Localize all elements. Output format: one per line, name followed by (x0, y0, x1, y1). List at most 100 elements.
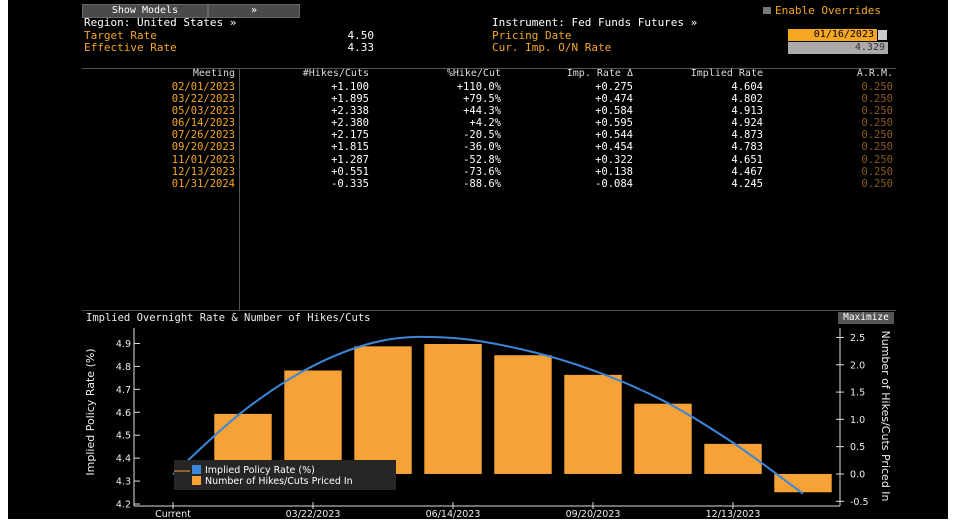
header-pct-hike-cut[interactable]: %Hike/Cut (446, 68, 501, 79)
table-cell-implied-rate: 4.604 (731, 81, 763, 93)
table-cell-imp-rate-delta: +0.275 (595, 81, 633, 93)
legend-label-rate: Implied Policy Rate (%) (205, 465, 315, 476)
column-imp-rate-delta: Imp. Rate Δ +0.275 +0.474 +0.584 +0.595 +0.5… (504, 68, 636, 310)
table-cell-imp-rate-delta: +0.474 (595, 93, 633, 106)
y-tick-label-right: 1.5 (850, 388, 865, 399)
header-arm[interactable]: A.R.M. (856, 68, 893, 79)
pricing-date-input[interactable]: 01/16/2023 (788, 29, 877, 41)
show-models-button[interactable]: Show Models (82, 4, 208, 18)
table-cell-hikes-cuts: +1.287 (331, 153, 369, 166)
app-window: Show Models » Region: United States » In… (8, 0, 948, 520)
table-cell-hikes-cuts: +2.380 (331, 117, 369, 130)
y-tick-label-left: 4.8 (116, 362, 131, 373)
table-cell-imp-rate-delta: +0.584 (595, 105, 633, 118)
implied-policy-rate-line (172, 335, 804, 495)
chart-divider (82, 310, 896, 311)
instrument-selector[interactable]: Instrument: Fed Funds Futures » (492, 16, 698, 29)
table-cell-imp-rate-delta: +0.454 (595, 141, 633, 154)
meeting-cells: 02/01/2023 03/22/2023 05/03/2023 06/14/2023… (172, 81, 235, 190)
effective-rate-value: 4.33 (347, 41, 375, 54)
table-cell-arm: 0.250 (861, 165, 893, 178)
y-tick-label-left: 4.4 (116, 454, 131, 465)
legend-swatch-line (192, 465, 201, 474)
chevron-button[interactable]: » (208, 4, 300, 18)
table-cell-implied-rate: 4.924 (731, 117, 763, 130)
table-cell-implied-rate: 4.802 (731, 93, 763, 106)
table-cell-implied-rate: 4.783 (731, 141, 763, 154)
enable-overrides-label[interactable]: Enable Overrides (775, 4, 881, 17)
pricing-date-label: Pricing Date (492, 29, 572, 42)
table-cell-implied-rate: 4.467 (731, 165, 763, 178)
y-tick-label-right: -0.5 (850, 497, 869, 508)
bar-hikes-cuts (494, 355, 552, 474)
table-cell-pct-hike-cut: +79.5% (463, 93, 501, 106)
table-cell-meeting[interactable]: 07/26/2023 (171, 129, 235, 142)
table-cell-arm: 0.250 (861, 93, 893, 106)
table-header-row (82, 68, 896, 81)
column-hikes-cuts: #Hikes/Cuts +1.100 +1.895 +2.338 +2.380 +2.1… (240, 68, 372, 310)
y-tick-label-left: 4.6 (116, 408, 131, 419)
table-cell-pct-hike-cut: +4.2% (469, 117, 501, 130)
table-cell-pct-hike-cut: -36.0% (463, 141, 501, 154)
table-cell-imp-rate-delta: +0.544 (595, 129, 633, 142)
y-tick-label-right: 2.0 (850, 360, 865, 371)
table-cell-hikes-cuts: +2.338 (331, 105, 369, 118)
bar-hikes-cuts (634, 403, 692, 474)
column-implied-rate: Implied Rate 4.604 4.802 4.913 4.924 4.873 4.… (636, 68, 766, 310)
bar-hikes-cuts (704, 443, 762, 474)
bar-hikes-cuts (354, 346, 412, 474)
table-cell-meeting[interactable]: 06/14/2023 (171, 117, 235, 130)
header-meeting[interactable]: Meeting (192, 68, 235, 79)
table-cell-meeting[interactable]: 03/22/2023 (171, 93, 235, 106)
bar-hikes-cuts (774, 473, 832, 493)
column-divider (239, 68, 240, 310)
table-cell-hikes-cuts: +0.551 (331, 165, 369, 178)
implied-rate-cells: 4.604 4.802 4.913 4.924 4.873 4.783 4.651 4.467… (731, 81, 763, 190)
table-cell-arm: 0.250 (861, 141, 893, 154)
cur-imp-rate-input[interactable]: 4.329 (788, 42, 888, 54)
table-cell-meeting[interactable]: 09/20/2023 (171, 141, 235, 154)
table-cell-arm: 0.250 (861, 129, 893, 142)
table-cell-meeting[interactable]: 12/13/2023 (171, 165, 235, 178)
imp-rate-delta-cells: +0.275 +0.474 +0.584 +0.595 +0.544 +0.454 +0.3… (595, 81, 633, 190)
column-meeting: Meeting 02/01/2023 03/22/2023 05/03/2023 06… (82, 68, 238, 310)
enable-overrides-checkbox[interactable] (763, 7, 771, 14)
table-cell-hikes-cuts: -0.335 (331, 177, 369, 190)
table-cell-meeting[interactable]: 02/01/2023 (171, 81, 235, 93)
table-cell-meeting[interactable]: 01/31/2024 (171, 177, 235, 190)
column-arm: A.R.M. 0.250 0.250 0.250 0.250 0.250 0.250 0.2… (766, 68, 896, 310)
table-cell-hikes-cuts: +1.815 (331, 141, 369, 154)
arm-cells: 0.250 0.250 0.250 0.250 0.250 0.250 0.250 0.250… (861, 81, 893, 190)
pct-hike-cut-cells: +110.0% +79.5% +44.3% +4.2% -20.5% -36.0% -52.… (457, 81, 501, 190)
chart-legend: Implied Policy Rate (%) Number of Hikes/… (174, 460, 396, 490)
y-axis-label-left: Implied Policy Rate (%) (84, 348, 97, 475)
table-cell-imp-rate-delta: +0.138 (595, 165, 633, 178)
bar-hikes-cuts (564, 374, 622, 474)
table-cell-implied-rate: 4.913 (731, 105, 763, 118)
table-cell-meeting[interactable]: 05/03/2023 (171, 105, 235, 118)
table-cell-implied-rate: 4.873 (731, 129, 763, 142)
table-cell-pct-hike-cut: -20.5% (463, 129, 501, 142)
table-cell-pct-hike-cut: -88.6% (463, 177, 501, 190)
table-cell-imp-rate-delta: -0.084 (595, 177, 633, 190)
y-tick-label-right: 0.5 (850, 442, 865, 453)
y-tick-label-right: 0.0 (850, 469, 865, 480)
x-tick-label: 06/14/2023 (426, 509, 481, 519)
chart-title: Implied Overnight Rate & Number of Hikes… (86, 312, 371, 324)
region-selector[interactable]: Region: United States » (84, 16, 237, 29)
y-tick-label-right: 1.0 (850, 415, 865, 426)
hikes-cuts-cells: +1.100 +1.895 +2.338 +2.380 +2.175 +1.815 +1.2… (331, 81, 369, 190)
table-cell-arm: 0.250 (861, 117, 893, 130)
header-implied-rate[interactable]: Implied Rate (690, 68, 763, 79)
calendar-icon[interactable] (878, 30, 887, 40)
header-imp-rate-delta[interactable]: Imp. Rate Δ (566, 68, 633, 79)
table-cell-arm: 0.250 (861, 81, 893, 93)
header-hikes-cuts[interactable]: #Hikes/Cuts (302, 68, 369, 79)
column-pct-hike-cut: %Hike/Cut +110.0% +79.5% +44.3% +4.2% -20.5%… (372, 68, 504, 310)
table-cell-implied-rate: 4.651 (731, 153, 763, 166)
maximize-button[interactable]: Maximize (838, 312, 894, 324)
y-tick-label-left: 4.5 (116, 431, 131, 442)
x-tick-label: Current (155, 509, 191, 519)
table-cell-arm: 0.250 (861, 105, 893, 118)
table-cell-meeting[interactable]: 11/01/2023 (171, 153, 235, 166)
